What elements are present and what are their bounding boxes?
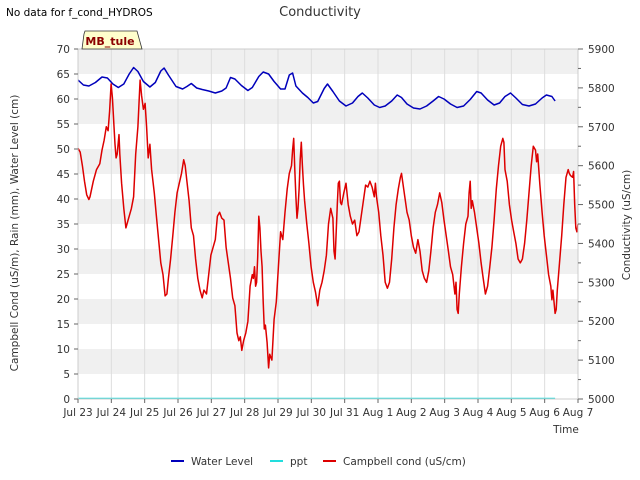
x-tick-label: Aug 5 <box>496 407 527 419</box>
band <box>78 174 578 199</box>
y-left-tick-label: 15 <box>57 319 70 331</box>
y-left-tick-label: 30 <box>57 244 70 256</box>
y-left-tick-label: 25 <box>57 269 70 281</box>
x-tick-label: Jul 29 <box>262 407 292 419</box>
band <box>78 349 578 374</box>
no-data-note: No data for f_cond_HYDROS <box>6 7 153 19</box>
band <box>78 49 578 74</box>
band <box>78 149 578 174</box>
x-tick-label: Jul 28 <box>229 407 259 419</box>
y-left-tick-label: 65 <box>57 69 70 81</box>
y-right-tick-label: 5800 <box>588 83 615 95</box>
x-axis-label: Time <box>552 424 579 436</box>
x-tick-label: Jul 27 <box>196 407 226 419</box>
chart-title: Conductivity <box>279 5 361 20</box>
series-line-campbell-cond-us-cm- <box>77 79 579 369</box>
y-right-tick-label: 5400 <box>588 238 615 250</box>
axes: 0 5 10 15 20 25 30 35 40 45 50 55 60 65 70 5000 5100 5200… <box>57 44 615 419</box>
y-axis-right-label: Conductivity (uS/cm) <box>621 170 633 280</box>
y-right-tick-label: 5700 <box>588 122 615 134</box>
series-line-water-level <box>77 66 556 110</box>
y-left-tick-label: 70 <box>57 44 70 56</box>
y-left-tick-label: 35 <box>57 219 70 231</box>
y-left-tick-label: 20 <box>57 294 70 306</box>
y-left-tick-label: 0 <box>63 394 70 406</box>
x-tick-label: Jul 26 <box>162 407 193 419</box>
y-right-tick-label: 5200 <box>588 316 615 328</box>
y-left-tick-label: 60 <box>57 94 70 106</box>
background-bands <box>78 49 578 399</box>
band <box>78 99 578 124</box>
band <box>78 299 578 324</box>
y-right-tick-label: 5300 <box>588 277 615 289</box>
y-left-tick-label: 45 <box>57 169 70 181</box>
x-tick-label: Jul 25 <box>129 407 159 419</box>
y-left-tick-label: 40 <box>57 194 70 206</box>
band <box>78 249 578 274</box>
y-left-tick-label: 55 <box>57 119 70 131</box>
y-left-tick-label: 50 <box>57 144 70 156</box>
y-right-tick-label: 5000 <box>588 394 615 406</box>
legend-label: Campbell cond (uS/cm) <box>343 456 466 468</box>
band <box>78 324 578 349</box>
x-tick-label: Aug 6 <box>529 407 560 419</box>
site-badge-label: MB_tule <box>85 35 134 48</box>
x-tick-label: Aug 7 <box>563 407 594 419</box>
site-badge: MB_tule <box>81 30 143 50</box>
x-tick-label: Aug 2 <box>396 407 427 419</box>
x-tick-label: Jul 24 <box>96 407 127 419</box>
x-tick-label: Aug 1 <box>363 407 394 419</box>
x-tick-label: Jul 23 <box>62 407 92 419</box>
x-tick-label: Aug 3 <box>429 407 460 419</box>
band <box>78 124 578 149</box>
legend-label: ppt <box>290 456 307 468</box>
y-right-tick-label: 5100 <box>588 355 615 367</box>
y-axis-left-label: Campbell Cond (uS/m), Rain (mm), Water L… <box>9 95 21 372</box>
y-right-tick-label: 5500 <box>588 200 615 212</box>
legend-label: Water Level <box>191 456 253 468</box>
band <box>78 199 578 224</box>
y-left-tick-label: 5 <box>63 369 70 381</box>
y-right-tick-label: 5900 <box>588 44 615 56</box>
legend: Water Level ppt Campbell cond (uS/cm) <box>171 456 466 468</box>
band <box>78 74 578 99</box>
x-tick-label: Aug 4 <box>463 407 494 419</box>
y-right-tick-label: 5600 <box>588 161 615 173</box>
x-tick-label: Jul 31 <box>329 407 359 419</box>
band <box>78 274 578 299</box>
x-tick-label: Jul 30 <box>296 407 326 419</box>
site-badge-box <box>81 30 143 50</box>
band <box>78 374 578 399</box>
y-left-tick-label: 10 <box>57 344 70 356</box>
